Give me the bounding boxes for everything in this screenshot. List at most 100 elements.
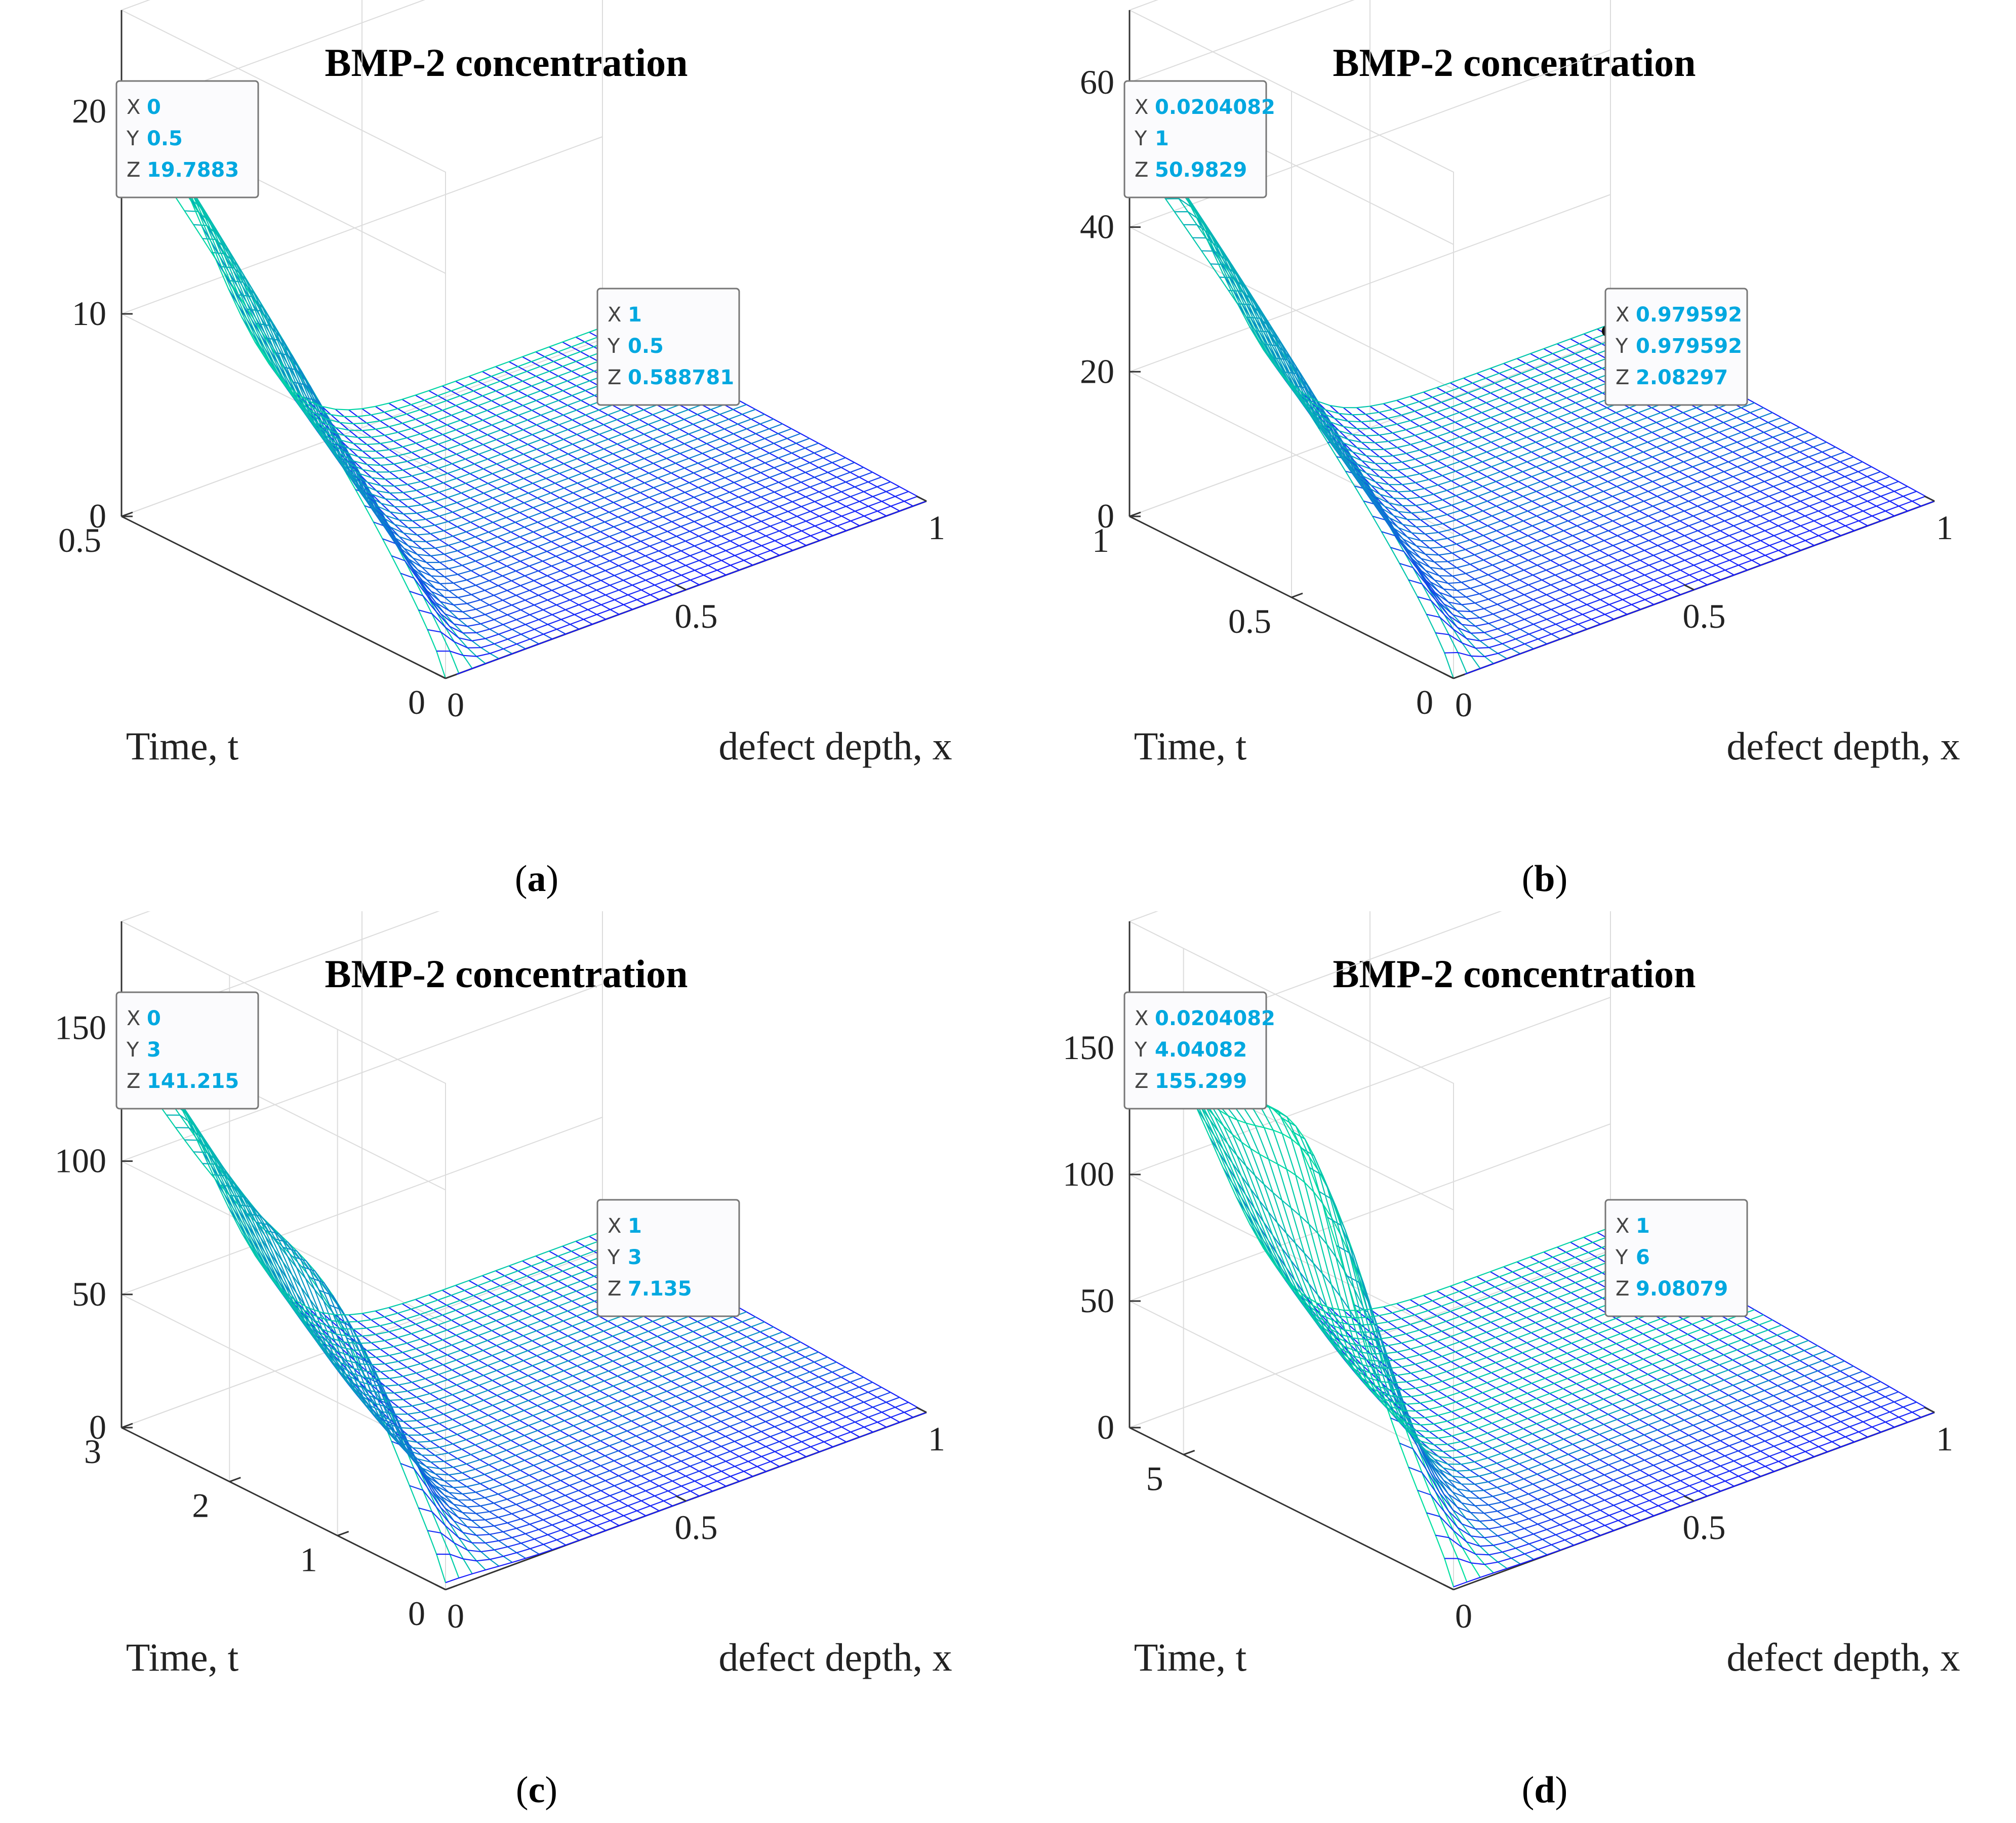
x-tick-label: 0.5	[675, 1508, 718, 1547]
datatip-value: 0.0204082	[1155, 96, 1275, 119]
x-tick-label: 0	[447, 1597, 464, 1635]
datatip[interactable]: X 0.979592 Y 0.979592 Z 2.08297	[1601, 288, 1748, 406]
datatip-key: X	[1616, 303, 1629, 327]
surface-mesh	[1129, 1031, 1935, 1588]
x-tick-mark	[1683, 584, 1695, 591]
y-tick-label: 1	[1092, 521, 1109, 559]
datatip-key: Z	[1135, 1070, 1148, 1093]
y-tick-label: 0	[408, 683, 425, 721]
datatip-key: X	[127, 96, 140, 119]
y-tick-label: 2	[192, 1486, 209, 1525]
x-tick-mark	[435, 672, 446, 679]
datatip-key: Y	[1134, 127, 1147, 150]
plot-svg: BMP-2 concentration00.5100.501020defect …	[58, 0, 952, 900]
datatip-value: 1	[628, 303, 642, 327]
z-tick-label: 0	[89, 497, 106, 535]
z-tick-label: 40	[1080, 208, 1114, 246]
surface-plot-b: BMP-2 concentration 0 0.5 1 0 0.5 1 0 20 40 60 defe…	[1008, 0, 2016, 911]
datatip-value: 2.08297	[1636, 366, 1728, 389]
datatip-key: Z	[1135, 158, 1148, 182]
y-axis-label: Time, t	[1134, 724, 1247, 768]
z-tick-label: 0	[89, 1408, 106, 1446]
y-axis-label: Time, t	[126, 1635, 239, 1679]
panel-caption: (d)	[1522, 1769, 1567, 1811]
panel-caption: (a)	[515, 858, 558, 900]
x-tick-mark	[1683, 1495, 1695, 1502]
y-tick-mark	[1453, 673, 1465, 679]
surface-mesh	[1129, 146, 1935, 679]
datatip-key: Y	[126, 127, 139, 150]
x-axis-label: defect depth, x	[718, 1635, 952, 1679]
x-tick-mark	[675, 584, 687, 591]
surface-plot-a: BMP-2 concentration 0 0.5 1 0 0.5 0 10 20 defect …	[0, 0, 1008, 911]
plot-svg: BMP-2 concentration00.510123050100150def…	[55, 911, 952, 1811]
datatip-key: X	[127, 1007, 140, 1030]
y-tick-label: 0.5	[1228, 602, 1271, 640]
y-tick-label: 0.5	[58, 521, 101, 559]
datatip[interactable]: X 1Y 0.5 Z 0.588781	[596, 288, 740, 406]
x-tick-label: 0	[1455, 1597, 1472, 1635]
datatip-value: 0.5	[147, 127, 183, 150]
datatip[interactable]: X 0.0204082 Y 1Z 50.9829	[1123, 80, 1275, 198]
datatip-value: 0.979592	[1636, 303, 1742, 327]
z-tick-label: 0	[1097, 1408, 1114, 1446]
surface-mesh	[121, 1050, 927, 1584]
datatip-value: 0	[147, 96, 161, 119]
x-tick-mark	[1924, 495, 1935, 502]
datatip-value: 141.215	[147, 1070, 239, 1093]
x-axis-label: defect depth, x	[1726, 1635, 1960, 1679]
datatip-value: 3	[147, 1038, 161, 1062]
surface-plot-c: BMP-2 concentration 0 0.5 1 0 1 2 3 0 50 100 150 def…	[0, 911, 1008, 1822]
chart-title: BMP-2 concentration	[325, 40, 688, 85]
y-axis-label: Time, t	[126, 724, 239, 768]
y-tick-mark	[229, 1477, 241, 1483]
x-tick-mark	[1443, 672, 1454, 679]
datatip-key: Y	[607, 1246, 620, 1269]
z-tick-label: 20	[1080, 352, 1114, 390]
x-tick-label: 1	[1936, 1420, 1953, 1458]
x-tick-mark	[1443, 1584, 1454, 1591]
y-tick-mark	[445, 1585, 457, 1591]
datatip-key: Y	[1615, 335, 1628, 358]
datatip-value: 0	[147, 1007, 161, 1030]
datatip-value: 9.08079	[1636, 1277, 1728, 1301]
z-tick-label: 60	[1080, 63, 1114, 101]
z-tick-label: 150	[1063, 1028, 1114, 1067]
datatip-key: Z	[608, 366, 621, 389]
datatip-key: Z	[127, 158, 140, 182]
x-tick-label: 0	[447, 685, 464, 724]
y-tick-mark	[445, 673, 457, 679]
x-tick-label: 1	[928, 1420, 945, 1458]
y-tick-mark	[337, 1530, 349, 1536]
datatip[interactable]: X 0Y 0.5 Z 19.7883	[115, 80, 259, 198]
datatip-key: Z	[1616, 1277, 1629, 1301]
datatip-value: 1	[628, 1214, 642, 1238]
y-tick-mark	[1291, 592, 1303, 598]
datatip-value: 155.299	[1155, 1070, 1247, 1093]
datatip-value: 0.979592	[1636, 335, 1742, 358]
x-tick-mark	[916, 495, 927, 502]
datatip[interactable]: X 0.0204082 Y 4.04082 Z 155.299	[1123, 991, 1275, 1110]
surface-mesh	[121, 115, 927, 679]
x-tick-label: 1	[1936, 508, 1953, 547]
datatip-key: Z	[608, 1277, 621, 1301]
datatip[interactable]: X 1Y 3Z 7.135	[596, 1199, 740, 1317]
x-tick-mark	[675, 1495, 687, 1502]
z-tick-label: 100	[55, 1142, 106, 1180]
datatip[interactable]: X 0Y 3Z 141.215	[115, 991, 259, 1110]
x-tick-label: 0.5	[675, 597, 718, 635]
surface-plot-d: BMP-2 concentration 0 0.5 1 5 0 50 100 150 defect…	[1008, 911, 2016, 1822]
y-tick-label: 3	[84, 1432, 101, 1471]
datatip-value: 6	[1636, 1246, 1650, 1269]
x-tick-label: 0.5	[1683, 597, 1726, 635]
y-tick-mark	[1183, 1449, 1195, 1455]
datatip[interactable]: X 1Y 6Z 9.08079	[1604, 1199, 1748, 1317]
datatip-value: 19.7883	[147, 158, 239, 182]
x-tick-label: 0	[1455, 685, 1472, 724]
datatip-key: Y	[607, 335, 620, 358]
datatip-value: 0.0204082	[1155, 1007, 1275, 1030]
datatip-value: 1	[1636, 1214, 1650, 1238]
x-tick-mark	[916, 1406, 927, 1413]
y-tick-label: 5	[1146, 1459, 1163, 1497]
